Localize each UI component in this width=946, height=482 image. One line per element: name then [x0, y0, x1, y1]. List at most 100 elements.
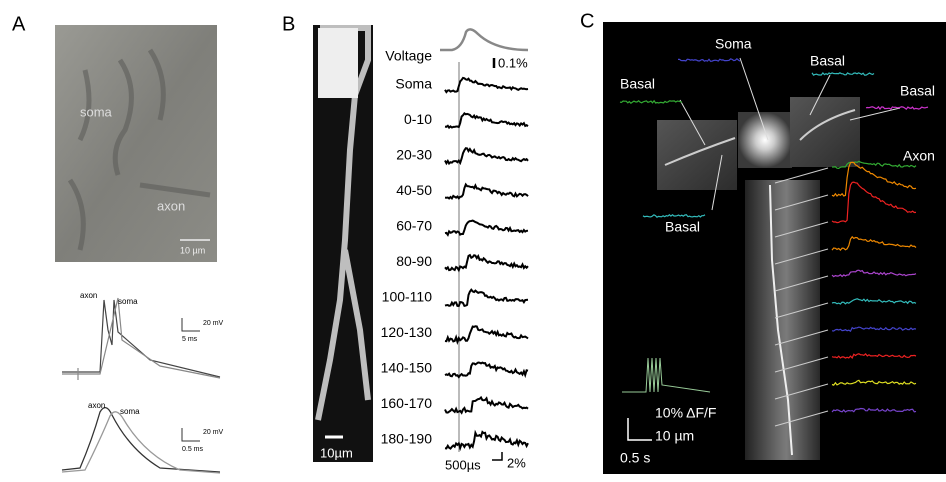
scale-label: 500µs	[445, 457, 481, 472]
spike-train	[622, 357, 711, 393]
calcium-trace	[444, 219, 529, 237]
pointer	[774, 248, 829, 265]
scale-bar	[492, 452, 503, 461]
label: Basal	[900, 83, 935, 99]
pointer	[774, 221, 829, 238]
row-label: 80-90	[396, 253, 432, 269]
row-label: 100-110	[382, 289, 433, 305]
scale-label: 0.1%	[498, 55, 528, 70]
scale-bar	[627, 418, 652, 441]
panel-label: B	[282, 13, 295, 35]
scale-label: 10 µm	[655, 428, 694, 444]
label: Axon	[903, 148, 935, 164]
scale-label: 20 mV	[203, 429, 224, 436]
calcium-trace	[444, 112, 529, 130]
ap-trace	[61, 411, 221, 474]
scale-bar	[181, 318, 200, 332]
pointer	[774, 356, 829, 373]
row-label: 180-190	[381, 431, 433, 447]
voltage-trace	[440, 28, 529, 52]
dendrite	[664, 109, 856, 166]
ap-trace	[62, 299, 221, 378]
calcium-trace	[444, 147, 529, 166]
pointer	[774, 167, 829, 184]
row-label: 20-30	[396, 147, 432, 163]
cell-outline	[67, 48, 211, 251]
scale-label: 0.5 s	[620, 450, 650, 466]
trace-group: axon soma 20 mV 5 ms axon soma 20 mV 0.5 ms	[61, 291, 224, 474]
dendrite	[315, 25, 371, 421]
calcium-trace	[444, 288, 529, 308]
axon-trace	[831, 407, 917, 413]
calcium-trace	[444, 325, 529, 345]
label: Basal	[620, 76, 655, 92]
scale-label: 10µm	[320, 445, 353, 460]
image-tile	[745, 180, 820, 460]
trace-label: axon	[80, 291, 97, 300]
axon-trace	[831, 326, 917, 333]
trace-label: axon	[88, 401, 105, 410]
panel-label: A	[12, 13, 26, 35]
axon-trace	[831, 181, 917, 224]
panel-label: C	[580, 10, 594, 32]
label: Basal	[665, 219, 700, 235]
basal-trace	[619, 99, 683, 104]
basal-trace	[865, 105, 929, 111]
image-tile	[657, 120, 737, 190]
label: Basal	[810, 53, 845, 69]
row-label: Soma	[395, 76, 432, 92]
ap-trace	[61, 407, 221, 473]
pointer	[774, 302, 829, 319]
axon-trace	[831, 353, 917, 359]
axon	[769, 184, 793, 456]
scale-label: 10 µm	[180, 245, 205, 255]
row-label: 40-50	[396, 182, 432, 198]
row-label: Voltage	[385, 48, 432, 64]
pointer	[774, 410, 829, 427]
axon-trace	[831, 298, 917, 305]
row-label: 140-150	[381, 360, 433, 376]
image-label: axon	[157, 198, 185, 213]
axon-trace	[831, 269, 917, 278]
basal-trace	[811, 71, 875, 76]
basal-trace	[678, 58, 741, 62]
calcium-trace	[444, 182, 529, 201]
scale-label: 0.5 ms	[182, 446, 204, 453]
calcium-trace	[444, 253, 529, 273]
label: Soma	[715, 36, 752, 52]
calcium-trace	[444, 429, 529, 452]
ap-trace	[62, 297, 221, 380]
axon-trace	[832, 160, 917, 170]
row-label: 0-10	[404, 111, 432, 127]
scale-label: 20 mV	[203, 320, 224, 327]
scale-label: 10% ΔF/F	[655, 405, 716, 421]
row-label: 160-170	[381, 395, 433, 411]
calcium-trace	[444, 395, 529, 415]
row-label: 120-130	[381, 324, 433, 340]
axon-trace	[831, 161, 917, 197]
pointer	[774, 275, 829, 292]
axon-trace	[831, 235, 917, 251]
image-tile	[738, 112, 792, 168]
trace-label: soma	[120, 407, 140, 416]
micrograph	[55, 25, 217, 262]
scale-bar	[181, 428, 200, 442]
image-label: soma	[80, 104, 113, 119]
image-tile	[790, 97, 860, 167]
scale-label: 2%	[507, 455, 526, 470]
pointer	[774, 383, 829, 400]
soma-image	[318, 28, 358, 98]
trace-label: soma	[118, 297, 138, 306]
pointer	[774, 194, 829, 211]
pointer	[774, 329, 829, 346]
calcium-trace	[444, 361, 529, 379]
calcium-trace	[444, 76, 529, 94]
pointer	[679, 57, 901, 211]
row-label: 60-70	[396, 218, 432, 234]
basal-trace	[642, 214, 706, 218]
scale-label: 5 ms	[182, 336, 198, 343]
axon-trace	[831, 379, 917, 386]
trace-group: Soma 0-10 20-30 40-50 60-70 80-90 100-110 120-1…	[381, 76, 529, 452]
